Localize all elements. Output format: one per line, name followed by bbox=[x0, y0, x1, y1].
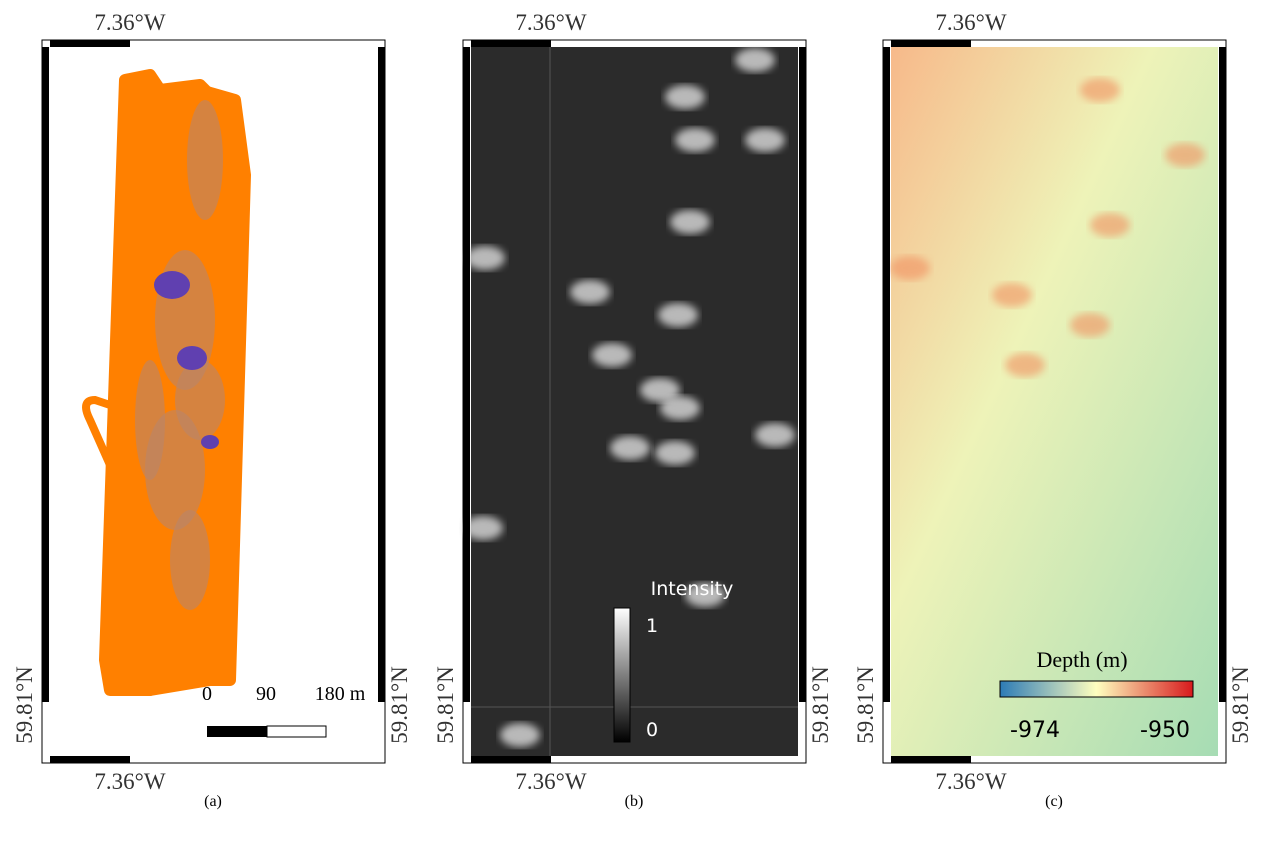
top-longitude: 7.36°W bbox=[515, 10, 586, 35]
panel: Intensity 1 0 7.36°W 7.36°W 59.81°N 59.81°N (b) bbox=[433, 10, 833, 810]
scale-label: 180 m bbox=[315, 683, 366, 705]
bottom-longitude: 7.36°W bbox=[935, 769, 1006, 794]
top-longitude: 7.36°W bbox=[935, 10, 1006, 35]
left-latitude: 59.81°N bbox=[853, 666, 878, 744]
border bbox=[891, 756, 971, 763]
scale-label: 90 bbox=[256, 683, 276, 705]
colorbar-label: 1 bbox=[646, 615, 658, 637]
bottom-longitude: 7.36°W bbox=[94, 769, 165, 794]
patch bbox=[135, 360, 165, 480]
target bbox=[755, 423, 795, 447]
target bbox=[745, 128, 785, 152]
border bbox=[42, 47, 49, 702]
patch bbox=[187, 100, 223, 220]
mound bbox=[1070, 313, 1110, 337]
border bbox=[471, 40, 551, 47]
right-latitude: 59.81°N bbox=[808, 666, 833, 744]
right-latitude: 59.81°N bbox=[387, 666, 412, 744]
figure: 0 90 180 m 7.36°W 7.36°W 59.81°N 59.81°N (a) Int… bbox=[0, 0, 1262, 843]
target bbox=[675, 128, 715, 152]
blob bbox=[154, 271, 190, 299]
mound bbox=[1005, 353, 1045, 377]
panel: Depth (m) -974 -950 7.36°W 7.36°W 59.81°N 59.8… bbox=[853, 10, 1253, 810]
scale-label: 0 bbox=[202, 683, 212, 705]
target bbox=[735, 48, 775, 72]
mound bbox=[1090, 213, 1130, 237]
colorbar-title: Depth (m) bbox=[1036, 647, 1127, 672]
right-latitude: 59.81°N bbox=[1228, 666, 1253, 744]
scale-bar bbox=[207, 726, 267, 737]
target bbox=[610, 436, 650, 460]
border bbox=[50, 40, 130, 47]
caption: (c) bbox=[1045, 793, 1063, 810]
target bbox=[655, 441, 695, 465]
target bbox=[665, 85, 705, 109]
colorbar bbox=[614, 608, 630, 742]
bottom-longitude: 7.36°W bbox=[515, 769, 586, 794]
target bbox=[658, 303, 698, 327]
colorbar-title: Intensity bbox=[651, 578, 734, 600]
target bbox=[592, 343, 632, 367]
border bbox=[378, 47, 385, 702]
target bbox=[465, 246, 505, 270]
colorbar-label: 0 bbox=[646, 719, 658, 741]
colorbar-label: -974 bbox=[1010, 718, 1060, 743]
left-latitude: 59.81°N bbox=[433, 666, 458, 744]
target bbox=[640, 378, 680, 402]
left-latitude: 59.81°N bbox=[12, 666, 37, 744]
caption: (a) bbox=[204, 793, 222, 810]
panel: 0 90 180 m 7.36°W 7.36°W 59.81°N 59.81°N (a) bbox=[12, 10, 412, 810]
border bbox=[463, 47, 470, 702]
border bbox=[891, 40, 971, 47]
border bbox=[883, 47, 890, 702]
sonar-image bbox=[471, 47, 798, 756]
border bbox=[50, 756, 130, 763]
target bbox=[570, 280, 610, 304]
border bbox=[1219, 47, 1226, 702]
target bbox=[500, 723, 540, 747]
blob bbox=[177, 346, 207, 370]
caption: (b) bbox=[625, 793, 644, 810]
top-longitude: 7.36°W bbox=[94, 10, 165, 35]
patch bbox=[170, 510, 210, 610]
scale-bar bbox=[267, 726, 326, 737]
colorbar-label: -950 bbox=[1140, 718, 1190, 743]
mound bbox=[890, 256, 930, 280]
target bbox=[670, 210, 710, 234]
colorbar bbox=[1000, 681, 1193, 697]
mound bbox=[1165, 143, 1205, 167]
border bbox=[799, 47, 806, 702]
blob bbox=[201, 435, 219, 449]
mound bbox=[1080, 78, 1120, 102]
border bbox=[471, 756, 551, 763]
mound bbox=[992, 283, 1032, 307]
